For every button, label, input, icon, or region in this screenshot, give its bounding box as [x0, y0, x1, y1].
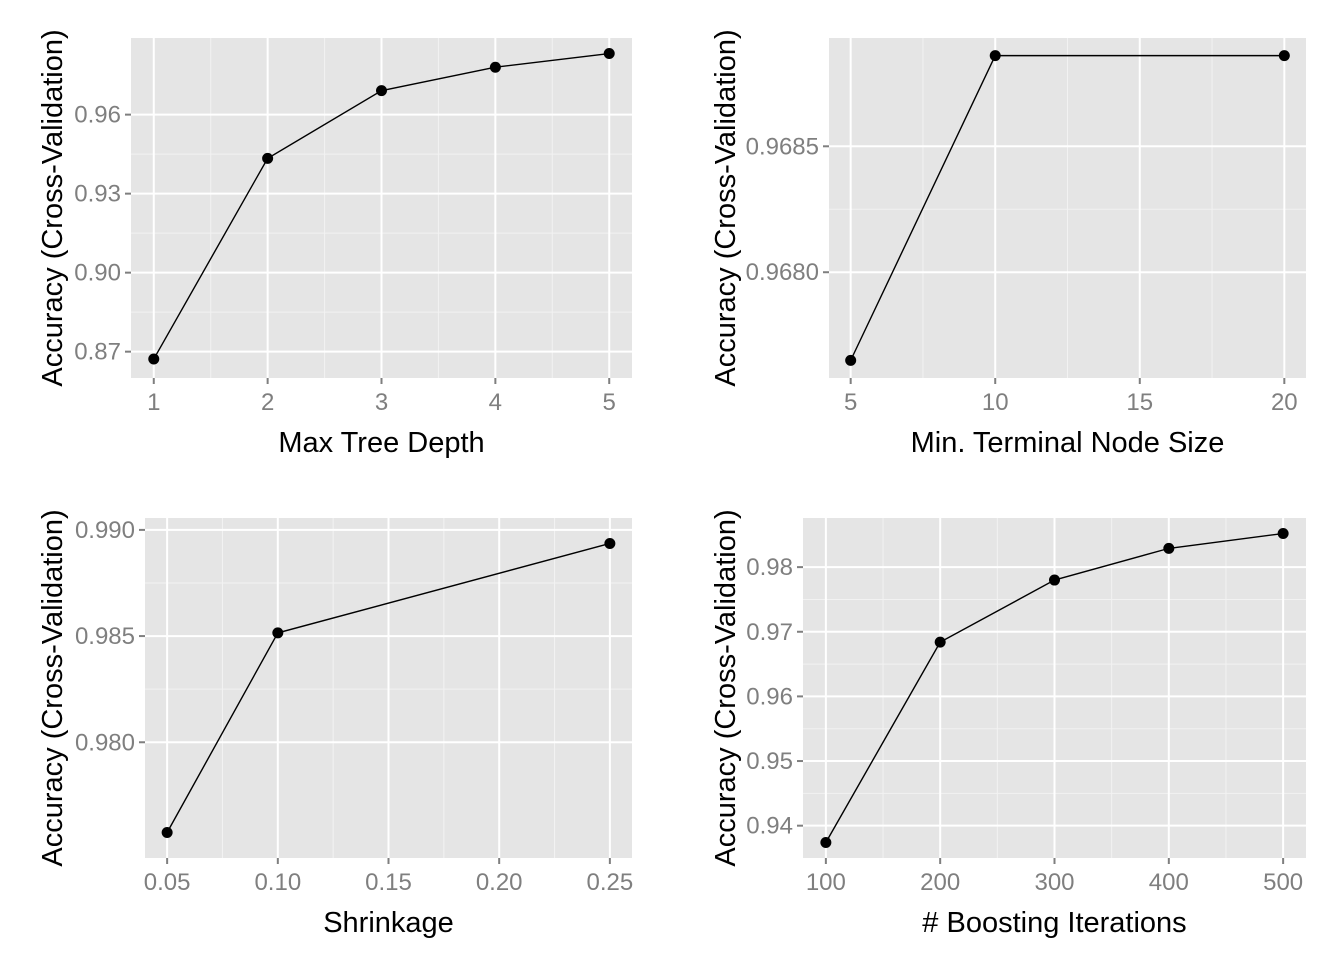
y-tick-label: 0.90 — [74, 260, 121, 287]
data-point — [1049, 574, 1060, 586]
data-point — [148, 353, 160, 365]
y-axis-title: Accuracy (Cross-Validation) — [37, 509, 69, 866]
y-axis-title: Accuracy (Cross-Validation) — [710, 29, 742, 386]
x-tick-label: 10 — [982, 389, 1009, 416]
chart-panel-3: 0.05 0.10 0.15 0.20 0.25 0.980 0.985 0.990 Shrin… — [37, 509, 633, 939]
x-tick-label: 200 — [920, 869, 960, 896]
data-point — [934, 636, 946, 648]
x-tick-label: 20 — [1271, 389, 1298, 416]
x-tick-label: 100 — [806, 869, 846, 896]
x-tick-label: 0.10 — [254, 869, 301, 896]
x-axis-title: # Boosting Iterations — [922, 907, 1186, 939]
x-axis-title: Max Tree Depth — [278, 427, 484, 459]
data-point — [820, 836, 832, 848]
y-axis-title: Accuracy (Cross-Validation) — [37, 29, 69, 386]
x-axis-title: Shrinkage — [323, 907, 454, 939]
y-tick-label: 0.96 — [746, 683, 793, 710]
x-tick-label: 0.05 — [144, 869, 191, 896]
x-axis-title: Min. Terminal Node Size — [911, 427, 1225, 459]
x-tick-label: 0.20 — [476, 869, 523, 896]
data-point — [272, 627, 284, 639]
chart-panel-4: 100 200 300 400 500 0.94 0.95 0.96 0.97 0.98 # Boo… — [710, 509, 1306, 939]
y-tick-label: 0.95 — [746, 748, 793, 775]
x-tick-label: 3 — [375, 389, 388, 416]
x-tick-label: 0.15 — [365, 869, 412, 896]
data-point — [1163, 542, 1175, 554]
data-point — [603, 48, 615, 60]
x-tick-label: 2 — [261, 389, 274, 416]
data-point — [1277, 528, 1289, 540]
y-tick-label: 0.87 — [74, 339, 121, 366]
x-tick-label: 0.25 — [587, 869, 634, 896]
y-tick-label: 0.96 — [74, 102, 121, 129]
y-tick-label: 0.93 — [74, 181, 121, 208]
x-tick-label: 400 — [1149, 869, 1189, 896]
data-point — [604, 537, 616, 549]
x-tick-label: 5 — [844, 389, 857, 416]
y-tick-label: 0.9685 — [746, 133, 819, 160]
data-point — [489, 61, 501, 73]
y-tick-label: 0.980 — [75, 729, 135, 756]
x-tick-label: 5 — [603, 389, 616, 416]
x-tick-label: 15 — [1126, 389, 1153, 416]
data-point — [845, 354, 857, 366]
y-tick-label: 0.98 — [746, 554, 793, 581]
x-tick-label: 300 — [1034, 869, 1074, 896]
data-point — [262, 152, 274, 164]
data-point — [1278, 50, 1290, 62]
y-tick-label: 0.990 — [75, 517, 135, 544]
data-point — [161, 827, 173, 839]
x-tick-label: 500 — [1263, 869, 1303, 896]
data-point — [376, 85, 387, 97]
chart-panel-1: 1 2 3 4 5 0.87 0.90 0.93 0.96 Max Tree Depth Accur… — [37, 29, 632, 459]
x-tick-label: 1 — [147, 389, 160, 416]
y-tick-label: 0.97 — [746, 619, 793, 646]
data-point — [989, 50, 1001, 62]
x-tick-label: 4 — [489, 389, 502, 416]
y-tick-label: 0.985 — [75, 623, 135, 650]
y-tick-label: 0.94 — [746, 813, 793, 840]
y-tick-label: 0.9680 — [746, 259, 819, 286]
chart-panel-2: 5 10 15 20 0.9680 0.9685 Min. Terminal Node Si… — [710, 29, 1306, 459]
y-axis-title: Accuracy (Cross-Validation) — [710, 509, 742, 866]
